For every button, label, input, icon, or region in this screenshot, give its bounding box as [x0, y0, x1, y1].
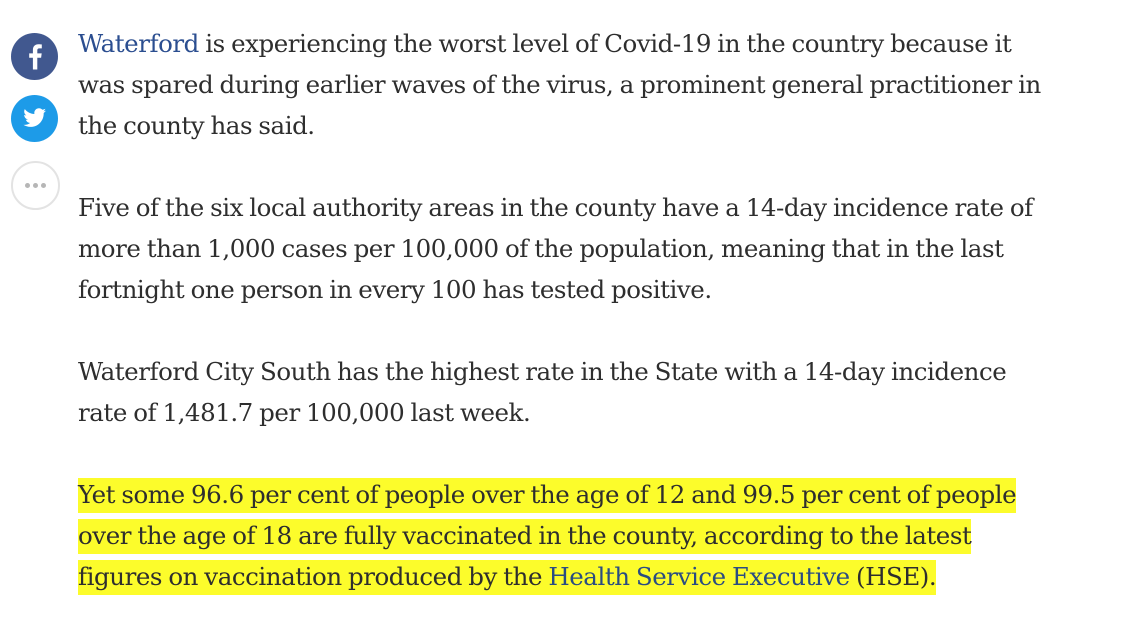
article-body: Waterford is experiencing the worst leve… [78, 23, 1053, 618]
facebook-icon [29, 44, 42, 70]
twitter-share-button[interactable] [11, 95, 58, 142]
article-paragraph-1: Waterford is experiencing the worst leve… [78, 23, 1053, 146]
facebook-share-button[interactable] [11, 33, 58, 80]
paragraph-1-text: is experiencing the worst level of Covid… [78, 29, 1041, 140]
article-paragraph-3: Waterford City South has the highest rat… [78, 357, 1007, 427]
highlighted-passage: Yet some 96.6 per cent of people over th… [78, 478, 1017, 595]
article-paragraph-4: Yet some 96.6 per cent of people over th… [78, 474, 1053, 597]
article-paragraph-2: Five of the six local authority areas in… [78, 193, 1033, 304]
twitter-icon [23, 108, 46, 127]
more-share-options-button[interactable] [11, 161, 60, 210]
hse-link[interactable]: Health Service Executive [548, 562, 850, 591]
paragraph-4-text-after: (HSE). [849, 562, 937, 591]
paragraph-4-text-before: Yet some 96.6 per cent of people over th… [78, 480, 1017, 591]
more-options-icon [25, 183, 46, 188]
waterford-link[interactable]: Waterford [78, 29, 199, 58]
